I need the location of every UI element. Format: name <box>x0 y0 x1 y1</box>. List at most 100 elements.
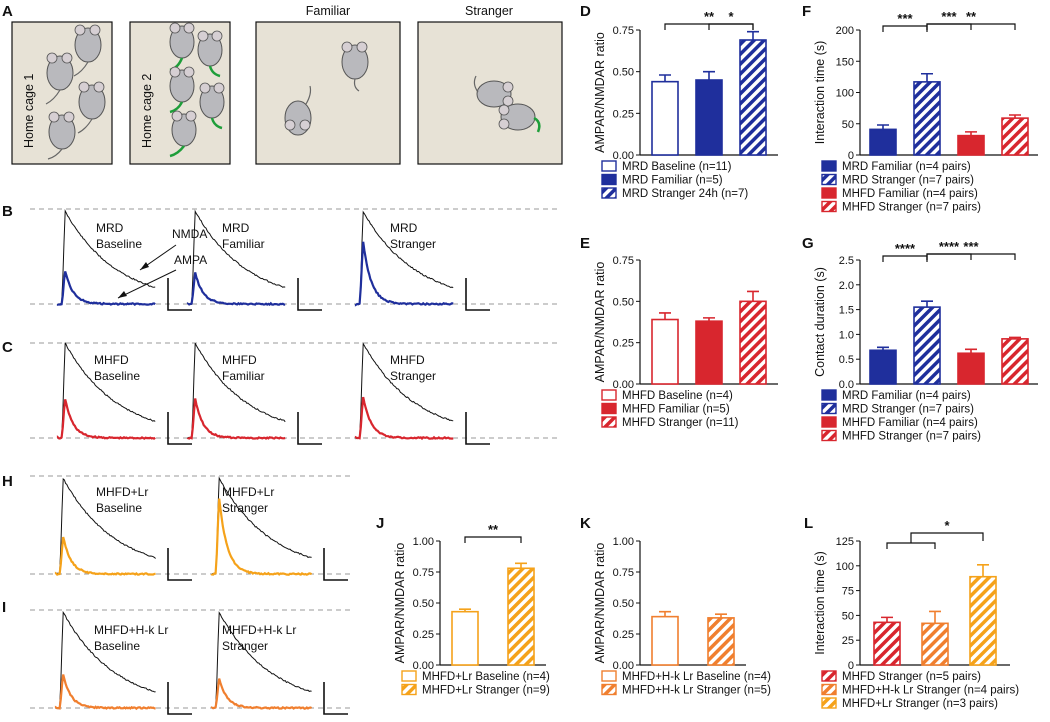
legend-entry: MRD Stranger (n=7 pairs) <box>842 404 974 416</box>
legend-entry: MHFD Stranger (n=7 pairs) <box>842 202 981 214</box>
legend-swatch <box>821 173 837 186</box>
legend-entry: MRD Stranger (n=7 pairs) <box>842 175 974 187</box>
trace-label-line: MHFD+Lr <box>96 485 148 499</box>
trace-label-line: MRD <box>96 221 124 235</box>
panel-letter: F <box>802 3 811 20</box>
scale-bar <box>297 412 322 445</box>
mouse-icon <box>169 66 195 114</box>
bar <box>869 349 897 385</box>
legend-swatch <box>821 416 837 428</box>
bar <box>957 352 985 385</box>
nmda-trace <box>187 342 286 439</box>
mouse-icon <box>498 103 541 133</box>
trace-label-line: Stranger <box>222 501 268 515</box>
y-tick-label: 75 <box>842 586 854 598</box>
legend-swatch <box>821 697 837 709</box>
trace-label-line: MHFD <box>94 353 129 367</box>
y-tick-label: 200 <box>836 25 854 37</box>
scale-bar <box>323 682 348 715</box>
y-tick-label: 100 <box>836 561 854 573</box>
epsc-trace <box>354 342 490 445</box>
trace-label: MHFD Familiar <box>222 353 265 383</box>
ampa-trace <box>186 398 286 440</box>
bar <box>651 318 679 385</box>
significance-bracket <box>926 253 1016 260</box>
ampa-trace <box>210 678 313 710</box>
legend-entry: MRD Stranger 24h (n=7) <box>622 188 748 200</box>
legend-entry: MHFD+Lr Stranger (n=9) <box>422 685 550 697</box>
legend-swatch <box>601 173 617 186</box>
y-tick-label: 0.00 <box>613 660 634 672</box>
y-tick-label: 0.25 <box>413 629 434 641</box>
legend-swatch <box>821 429 837 442</box>
y-tick-label: 0.50 <box>613 296 634 308</box>
error-bar <box>747 30 759 40</box>
legend-swatch <box>821 670 837 682</box>
mouse-icon <box>284 85 312 136</box>
legend-swatch <box>601 160 617 172</box>
trace-label-line: MRD <box>222 221 250 235</box>
trace-label: MHFD+H-k Lr Baseline <box>94 623 168 653</box>
significance-label: ** <box>966 9 977 24</box>
bar <box>913 81 941 156</box>
trace-label-line: MHFD <box>222 353 257 367</box>
ampa-trace <box>56 399 156 440</box>
legend-swatch <box>821 187 837 199</box>
ampa-trace <box>354 241 454 307</box>
cage-label: Home cage 1 <box>22 74 36 148</box>
error-bar <box>659 74 671 82</box>
bar <box>873 621 901 666</box>
legend-entry: MRD Familiar (n=4 pairs) <box>842 390 971 402</box>
panel-letter: H <box>2 473 13 490</box>
legend-entry: MHFD Familiar (n=5) <box>622 404 730 416</box>
y-tick-label: 2.0 <box>839 280 854 292</box>
panel-i: I MHFD+H-k Lr Baseline MHFD+H-k Lr Strange… <box>2 599 350 715</box>
y-tick-label: 50 <box>842 119 854 131</box>
trace-label-line: MHFD+H-k Lr <box>94 623 168 637</box>
error-bar <box>659 610 671 617</box>
y-tick-label: 0 <box>848 660 854 672</box>
legend-swatch <box>601 187 617 199</box>
legend-entry: MRD Baseline (n=11) <box>622 161 732 173</box>
chart-g: G 0.0 0.5 1.0 1.5 2.0 2.5 Contact duration (s) *… <box>802 235 1038 443</box>
legend-swatch <box>821 389 837 401</box>
error-bar <box>929 610 941 624</box>
panel-letter: J <box>376 515 384 532</box>
legend-swatch <box>401 670 417 682</box>
significance-bracket <box>886 542 936 549</box>
scale-bar <box>167 548 192 581</box>
bar <box>957 134 985 156</box>
y-tick-label: 125 <box>836 536 854 548</box>
trace-label-line: Baseline <box>94 369 140 383</box>
panel-c: C MHFD Baseline MHFD Familiar MHFD Stranger <box>2 339 560 445</box>
scale-bar <box>465 412 490 445</box>
y-tick-label: 0 <box>848 150 854 162</box>
mouse-icon <box>197 30 223 78</box>
y-axis-label: AMPAR/NMDAR ratio <box>593 543 607 664</box>
mouse-icon <box>47 111 76 160</box>
y-tick-label: 2.5 <box>839 255 854 267</box>
mouse-icon <box>199 82 225 130</box>
error-bar <box>747 290 759 302</box>
y-tick-label: 0.00 <box>413 660 434 672</box>
legend-entry: MHFD+Lr Stranger (n=3 pairs) <box>842 698 998 710</box>
scale-bar <box>167 278 192 311</box>
y-tick-label: 0.75 <box>613 25 634 37</box>
scale-bar <box>465 278 490 311</box>
y-tick-label: 0.0 <box>839 379 854 391</box>
legend-swatch <box>821 200 837 213</box>
y-tick-label: 0.25 <box>613 338 634 350</box>
chart-k: K 0.00 0.25 0.50 0.75 1.00 AMPAR/NMDAR ratio MH… <box>580 515 771 697</box>
trace-label-line: Baseline <box>94 639 140 653</box>
ampa-trace <box>354 396 454 441</box>
mouse-icon <box>169 22 195 72</box>
epsc-trace <box>56 208 192 311</box>
significance-label: **** <box>939 239 960 254</box>
epsc-trace <box>210 476 348 581</box>
ampa-trace <box>54 674 156 711</box>
ampa-annotation: AMPA <box>174 253 207 267</box>
chart-l: L 0 25 50 75 100 125 Interaction time (s) * MHFD … <box>804 515 1019 710</box>
panel-letter: G <box>802 235 814 252</box>
